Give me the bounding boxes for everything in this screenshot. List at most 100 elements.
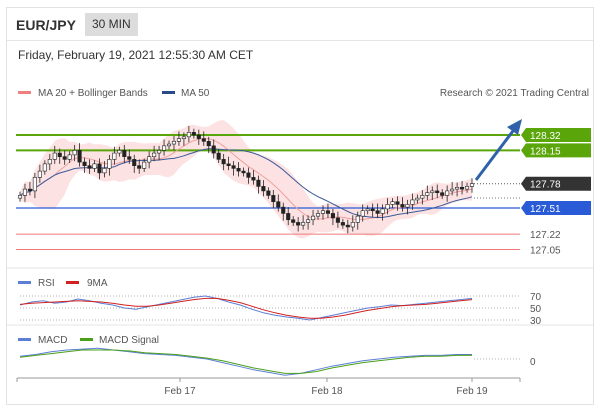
resistance-tag-1-bg [521, 128, 591, 143]
candle-body [231, 165, 236, 169]
candle-body [211, 145, 216, 154]
candle-body [157, 150, 162, 154]
macd-pane: 0 [19, 347, 536, 376]
current-price-tag-bg [521, 176, 591, 191]
candle-body [266, 190, 271, 196]
candle-body [276, 201, 281, 208]
candle-body [241, 170, 246, 174]
candle-body [171, 141, 177, 145]
candle-body [325, 210, 330, 214]
x-axis: Feb 17 Feb 18 Feb 19 [16, 378, 521, 397]
rsi-ma-legend-swatch [66, 281, 79, 284]
rsi-level-label-30: 30 [530, 316, 542, 327]
candle-body [335, 217, 340, 223]
candle-body [72, 150, 77, 156]
price-level-lines [16, 134, 520, 250]
resistance-tag-2-label: 128.15 [530, 146, 561, 157]
candle-body [107, 159, 112, 169]
candle-body [256, 179, 261, 187]
candle-body [360, 210, 365, 217]
candle-body [52, 152, 57, 160]
candle-body [37, 170, 42, 178]
candle-body [395, 201, 400, 205]
candle-body [102, 168, 107, 174]
bollinger-band [20, 120, 472, 239]
candle-body [350, 222, 355, 228]
x-tick-label: Feb 19 [456, 386, 488, 397]
candle-body [62, 156, 67, 160]
macd-zero-label: 0 [530, 357, 536, 368]
candle-body [181, 136, 186, 139]
candle-body [330, 213, 335, 219]
candle-body [345, 224, 350, 228]
candle-body [191, 132, 196, 136]
candle-body [17, 195, 23, 199]
price-tags: 128.32 128.15 127.78 127.51 127.22 127.05 [521, 128, 591, 256]
candle-body [162, 145, 167, 151]
candle-body [246, 172, 251, 178]
candle-body [87, 165, 92, 169]
candle-body [112, 152, 117, 160]
candle-body [117, 150, 122, 154]
candle-body [464, 186, 470, 190]
candle-body [286, 213, 291, 221]
rsi-legend-swatch [18, 281, 31, 284]
candle-body [166, 143, 172, 147]
header-divider [7, 40, 593, 41]
candle-body [306, 219, 311, 223]
chart-frame: EUR/JPY 30 MIN Friday, February 19, 2021… [6, 7, 594, 405]
research-credit: Research © 2021 Trading Central [440, 88, 589, 99]
candle-body [380, 208, 385, 214]
candle-body [137, 165, 142, 169]
candle-body [127, 156, 132, 160]
support-tag-2-label: 127.05 [530, 245, 561, 256]
candle-body [236, 168, 241, 172]
candle-body [251, 177, 256, 181]
rsi-level-label-70: 70 [530, 292, 542, 303]
candle-body [405, 204, 410, 208]
candle-body [415, 197, 420, 201]
candle-body [410, 199, 415, 205]
candle-body [375, 210, 380, 214]
candle-body [296, 222, 301, 226]
candle-body [216, 152, 221, 160]
candle-body [77, 150, 82, 163]
candle-body [390, 201, 395, 205]
macd-line [19, 347, 472, 376]
candle-body [152, 152, 157, 157]
candle-body [186, 132, 191, 138]
candle-body [340, 222, 345, 226]
candle-body [226, 163, 231, 166]
candle-body [67, 154, 72, 160]
candle-body [435, 190, 440, 194]
macd-legend-label: MACD [38, 335, 67, 346]
candle-body [370, 208, 375, 212]
candle-body [315, 213, 321, 217]
candle-body [142, 161, 147, 169]
candle-body [400, 204, 405, 208]
candle-body [385, 204, 390, 210]
candle-body [47, 159, 52, 165]
candle-body [469, 183, 475, 187]
candle-body [97, 163, 102, 174]
ma20-legend-label: MA 20 + Bollinger Bands [38, 88, 148, 99]
resistance-tag-2-bg [521, 143, 591, 158]
candle-body [221, 159, 226, 165]
candle-body [147, 156, 152, 163]
support-tag-1-label: 127.22 [530, 230, 561, 241]
candle-body [196, 134, 201, 139]
candle-body [450, 188, 455, 192]
chart-header: EUR/JPY 30 MIN [7, 8, 593, 40]
candle-body [122, 150, 127, 157]
rsi-level-label-50: 50 [530, 304, 542, 315]
candle-body [355, 215, 360, 223]
macd-signal-legend-label: MACD Signal [99, 335, 159, 346]
candle-body [420, 195, 425, 199]
x-tick-label: Feb 18 [311, 386, 343, 397]
candle-body [206, 141, 211, 147]
macd-legend-swatch [18, 338, 31, 341]
timeframe-badge[interactable]: 30 MIN [85, 13, 138, 36]
current-price-tag-label: 127.78 [530, 180, 561, 191]
